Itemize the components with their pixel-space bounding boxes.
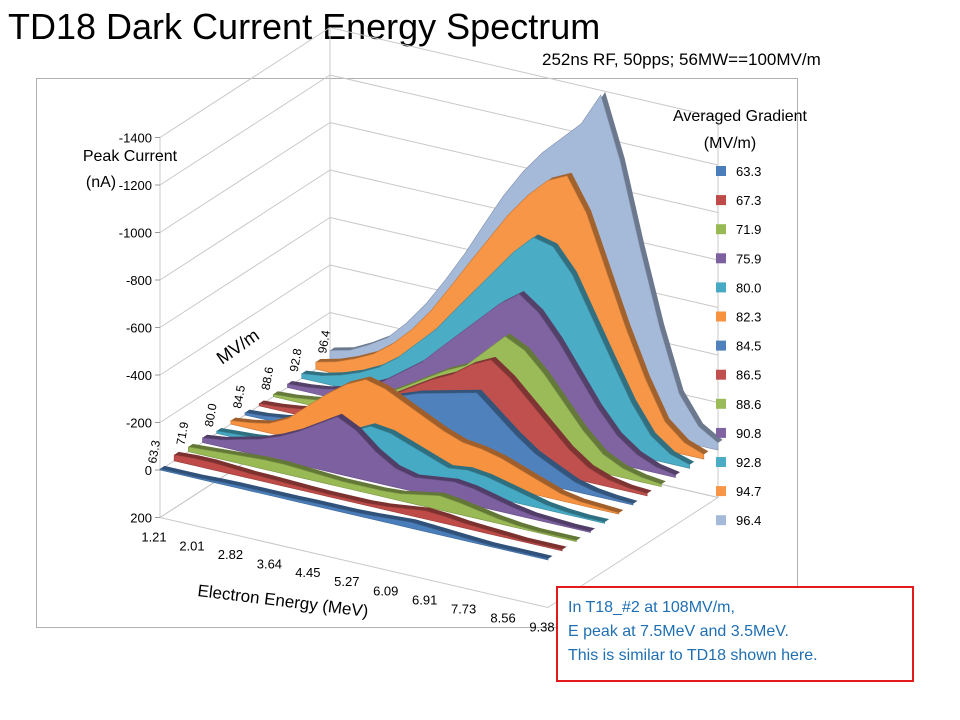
y-tick-label: -600 — [126, 321, 152, 336]
legend-entry: 71.9 — [736, 222, 761, 237]
legend-entry: 86.5 — [736, 368, 761, 383]
legend-swatch — [716, 369, 726, 380]
legend-entry: 96.4 — [736, 513, 761, 528]
note-line: This is similar to TD18 shown here. — [568, 647, 818, 664]
legend-swatch — [716, 427, 726, 438]
x-tick-label: 8.56 — [490, 610, 515, 625]
z-tick-label: 92.8 — [287, 347, 305, 373]
legend-swatch — [716, 398, 726, 409]
y-tick-label: 0 — [145, 463, 152, 478]
y-tick-label: -1000 — [119, 226, 152, 241]
legend-swatch — [716, 311, 726, 322]
z-axis-title: MV/m — [213, 325, 263, 368]
gridline — [159, 26, 719, 138]
legend-entry: 63.3 — [736, 164, 761, 179]
x-tick-label: 9.38 — [529, 620, 554, 635]
x-tick-label: 7.73 — [451, 601, 476, 616]
series-75.9-ribbon — [202, 413, 595, 532]
y-axis-unit: (nA) — [86, 174, 116, 191]
legend-entry: 90.8 — [736, 426, 761, 441]
legend-title-unit: (MV/m) — [704, 135, 756, 152]
note-line: In T18_#2 at 108MV/m, — [568, 599, 735, 616]
series-80.0-ribbon — [216, 423, 610, 523]
y-tick-label: -200 — [126, 416, 152, 431]
z-tick-label: 71.9 — [174, 420, 192, 446]
legend-swatch — [716, 457, 726, 467]
legend-swatch — [716, 515, 726, 526]
gridline — [159, 74, 719, 186]
z-tick-label: 96.4 — [315, 329, 333, 355]
series-67.3-area — [173, 454, 563, 552]
x-tick-label: 6.91 — [412, 592, 437, 607]
chart-subtitle: 252ns RF, 50pps; 56MW==100MV/m — [542, 50, 821, 69]
legend-swatch — [716, 486, 726, 497]
series-82.3-ribbon — [230, 376, 624, 513]
legend-entry: 84.5 — [736, 339, 761, 354]
legend-swatch — [716, 253, 726, 264]
x-tick-label: 4.45 — [295, 565, 320, 580]
legend-swatch — [716, 282, 726, 293]
y-tick-label: -400 — [126, 368, 152, 383]
legend-swatch — [716, 224, 726, 235]
legend-entry: 75.9 — [736, 251, 761, 266]
legend-entry: 82.3 — [736, 310, 761, 325]
legend-swatch — [716, 340, 726, 351]
series-71.9-ribbon — [188, 443, 581, 541]
x-tick-label: 2.82 — [218, 547, 243, 562]
series-86.5-ribbon — [259, 356, 652, 494]
legend-entry: 92.8 — [736, 455, 761, 470]
legend-swatch — [716, 195, 726, 206]
note-box: In T18_#2 at 108MV/m, E peak at 7.5MeV a… — [556, 586, 914, 682]
note-line: E peak at 7.5MeV and 3.5MeV. — [568, 623, 789, 640]
series-71.9-area — [188, 446, 577, 543]
z-tick-label: 84.5 — [230, 384, 248, 410]
z-tick-label: 88.6 — [259, 365, 277, 391]
series-88.6-ribbon — [273, 333, 666, 485]
x-tick-label: 5.27 — [334, 574, 359, 589]
legend-entry: 94.7 — [736, 484, 761, 499]
y-tick-label: -1200 — [119, 178, 152, 193]
x-tick-label: 6.09 — [373, 583, 398, 598]
y-axis-title: Peak Current — [83, 148, 178, 165]
z-tick-label: 80.0 — [202, 402, 220, 428]
series-75.9-area — [202, 416, 591, 533]
legend-swatch — [716, 166, 726, 176]
x-tick-label: 3.64 — [257, 556, 282, 571]
x-tick-label: 2.01 — [179, 538, 204, 553]
y-tick-label: 200 — [130, 511, 152, 526]
y-tick-label: -800 — [126, 273, 152, 288]
legend-entry: 67.3 — [736, 193, 761, 208]
series-63.3-area — [159, 468, 549, 561]
x-tick-label: 1.21 — [141, 530, 166, 545]
page-title: TD18 Dark Current Energy Spectrum — [8, 6, 601, 47]
legend-entry: 88.6 — [736, 397, 761, 412]
legend-entry: 80.0 — [736, 280, 761, 295]
y-tick-label: -1400 — [119, 131, 152, 146]
series-67.3-ribbon — [174, 451, 567, 550]
legend-title: Averaged Gradient — [673, 108, 808, 125]
z-tick-label: 63.3 — [145, 439, 163, 465]
